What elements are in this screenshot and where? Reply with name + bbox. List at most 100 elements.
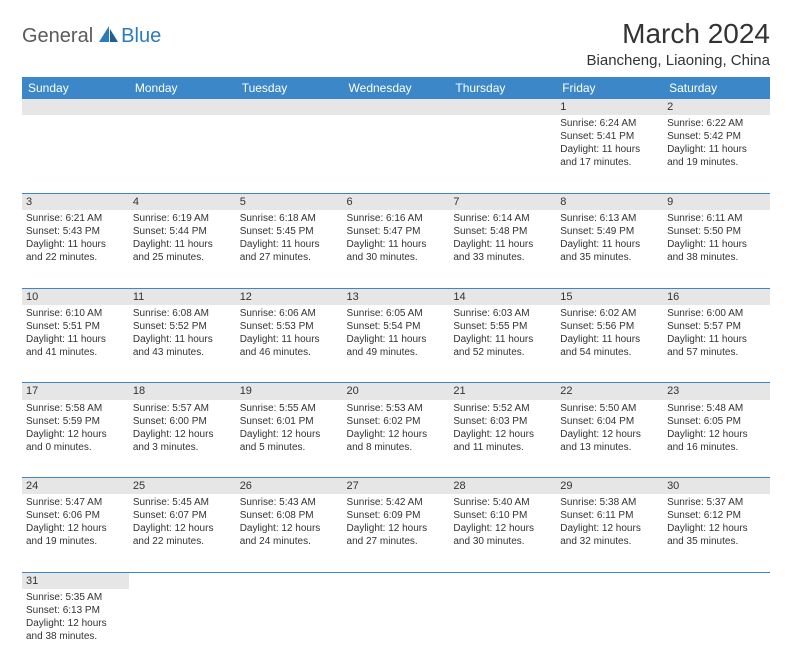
weekday-header: Monday: [129, 77, 236, 99]
sunset-text: Sunset: 5:42 PM: [667, 130, 766, 143]
day-number: 12: [236, 288, 343, 305]
daylight-text: Daylight: 12 hours and 27 minutes.: [347, 522, 446, 548]
day-number: 13: [343, 288, 450, 305]
day-number: 30: [663, 478, 770, 495]
sunset-text: Sunset: 5:41 PM: [560, 130, 659, 143]
day-number: 7: [449, 193, 556, 210]
day-cell: [449, 589, 556, 667]
sunset-text: Sunset: 5:43 PM: [26, 225, 125, 238]
day-cell: Sunrise: 5:45 AMSunset: 6:07 PMDaylight:…: [129, 494, 236, 572]
day-number: [449, 572, 556, 589]
day-number: 24: [22, 478, 129, 495]
sunrise-text: Sunrise: 5:52 AM: [453, 402, 552, 415]
day-number: 19: [236, 383, 343, 400]
sunset-text: Sunset: 5:45 PM: [240, 225, 339, 238]
day-cell: Sunrise: 5:35 AMSunset: 6:13 PMDaylight:…: [22, 589, 129, 667]
day-cell: [129, 589, 236, 667]
daylight-text: Daylight: 12 hours and 5 minutes.: [240, 428, 339, 454]
sunset-text: Sunset: 6:00 PM: [133, 415, 232, 428]
day-cell: Sunrise: 5:42 AMSunset: 6:09 PMDaylight:…: [343, 494, 450, 572]
day-cell: Sunrise: 5:43 AMSunset: 6:08 PMDaylight:…: [236, 494, 343, 572]
day-number: [556, 572, 663, 589]
daylight-text: Daylight: 12 hours and 11 minutes.: [453, 428, 552, 454]
weekday-header: Saturday: [663, 77, 770, 99]
day-cell: Sunrise: 5:37 AMSunset: 6:12 PMDaylight:…: [663, 494, 770, 572]
day-cell: Sunrise: 5:48 AMSunset: 6:05 PMDaylight:…: [663, 400, 770, 478]
day-number-row: 24252627282930: [22, 478, 770, 495]
header: General Blue March 2024 Biancheng, Liaon…: [22, 18, 770, 69]
day-cell: [22, 115, 129, 193]
day-cell: Sunrise: 5:53 AMSunset: 6:02 PMDaylight:…: [343, 400, 450, 478]
calendar-table: Sunday Monday Tuesday Wednesday Thursday…: [22, 77, 770, 667]
sunset-text: Sunset: 6:06 PM: [26, 509, 125, 522]
daylight-text: Daylight: 11 hours and 35 minutes.: [560, 238, 659, 264]
location: Biancheng, Liaoning, China: [587, 52, 770, 69]
day-number: [663, 572, 770, 589]
day-cell: Sunrise: 6:22 AMSunset: 5:42 PMDaylight:…: [663, 115, 770, 193]
day-number: 21: [449, 383, 556, 400]
daylight-text: Daylight: 11 hours and 54 minutes.: [560, 333, 659, 359]
sunset-text: Sunset: 5:50 PM: [667, 225, 766, 238]
day-number: [343, 99, 450, 115]
day-number-row: 3456789: [22, 193, 770, 210]
sunrise-text: Sunrise: 6:11 AM: [667, 212, 766, 225]
sunrise-text: Sunrise: 5:47 AM: [26, 496, 125, 509]
day-number: 2: [663, 99, 770, 115]
day-cell: [343, 589, 450, 667]
weekday-header: Thursday: [449, 77, 556, 99]
sunrise-text: Sunrise: 5:35 AM: [26, 591, 125, 604]
daylight-text: Daylight: 11 hours and 19 minutes.: [667, 143, 766, 169]
day-cell: Sunrise: 6:11 AMSunset: 5:50 PMDaylight:…: [663, 210, 770, 288]
daylight-text: Daylight: 11 hours and 33 minutes.: [453, 238, 552, 264]
daylight-text: Daylight: 12 hours and 22 minutes.: [133, 522, 232, 548]
sunrise-text: Sunrise: 5:45 AM: [133, 496, 232, 509]
day-number: [343, 572, 450, 589]
day-number: 25: [129, 478, 236, 495]
daylight-text: Daylight: 11 hours and 38 minutes.: [667, 238, 766, 264]
sunrise-text: Sunrise: 5:50 AM: [560, 402, 659, 415]
sunrise-text: Sunrise: 5:38 AM: [560, 496, 659, 509]
day-cell: Sunrise: 6:16 AMSunset: 5:47 PMDaylight:…: [343, 210, 450, 288]
daylight-text: Daylight: 12 hours and 13 minutes.: [560, 428, 659, 454]
day-cell: Sunrise: 6:02 AMSunset: 5:56 PMDaylight:…: [556, 305, 663, 383]
weekday-header: Sunday: [22, 77, 129, 99]
day-cell: Sunrise: 6:06 AMSunset: 5:53 PMDaylight:…: [236, 305, 343, 383]
day-cell: Sunrise: 5:47 AMSunset: 6:06 PMDaylight:…: [22, 494, 129, 572]
day-cell: Sunrise: 6:19 AMSunset: 5:44 PMDaylight:…: [129, 210, 236, 288]
sunset-text: Sunset: 6:07 PM: [133, 509, 232, 522]
sunset-text: Sunset: 6:13 PM: [26, 604, 125, 617]
sunrise-text: Sunrise: 5:37 AM: [667, 496, 766, 509]
day-content-row: Sunrise: 5:58 AMSunset: 5:59 PMDaylight:…: [22, 400, 770, 478]
weekday-header: Wednesday: [343, 77, 450, 99]
day-cell: Sunrise: 6:18 AMSunset: 5:45 PMDaylight:…: [236, 210, 343, 288]
logo-text-general: General: [22, 25, 93, 48]
day-cell: [236, 115, 343, 193]
month-title: March 2024: [587, 18, 770, 50]
sunrise-text: Sunrise: 6:00 AM: [667, 307, 766, 320]
day-cell: Sunrise: 6:08 AMSunset: 5:52 PMDaylight:…: [129, 305, 236, 383]
sunset-text: Sunset: 5:49 PM: [560, 225, 659, 238]
daylight-text: Daylight: 12 hours and 0 minutes.: [26, 428, 125, 454]
logo-sail-icon: [98, 24, 120, 49]
day-number: 16: [663, 288, 770, 305]
day-number: 1: [556, 99, 663, 115]
day-number: [236, 99, 343, 115]
sunset-text: Sunset: 6:12 PM: [667, 509, 766, 522]
day-number: 22: [556, 383, 663, 400]
daylight-text: Daylight: 12 hours and 16 minutes.: [667, 428, 766, 454]
day-number: 14: [449, 288, 556, 305]
daylight-text: Daylight: 11 hours and 43 minutes.: [133, 333, 232, 359]
day-number: 23: [663, 383, 770, 400]
daylight-text: Daylight: 12 hours and 8 minutes.: [347, 428, 446, 454]
day-number-row: 10111213141516: [22, 288, 770, 305]
day-number-row: 31: [22, 572, 770, 589]
day-cell: Sunrise: 6:05 AMSunset: 5:54 PMDaylight:…: [343, 305, 450, 383]
day-number: [129, 572, 236, 589]
daylight-text: Daylight: 12 hours and 38 minutes.: [26, 617, 125, 643]
sunset-text: Sunset: 6:04 PM: [560, 415, 659, 428]
day-cell: Sunrise: 5:55 AMSunset: 6:01 PMDaylight:…: [236, 400, 343, 478]
daylight-text: Daylight: 12 hours and 3 minutes.: [133, 428, 232, 454]
sunset-text: Sunset: 5:44 PM: [133, 225, 232, 238]
sunrise-text: Sunrise: 6:02 AM: [560, 307, 659, 320]
day-cell: Sunrise: 5:58 AMSunset: 5:59 PMDaylight:…: [22, 400, 129, 478]
